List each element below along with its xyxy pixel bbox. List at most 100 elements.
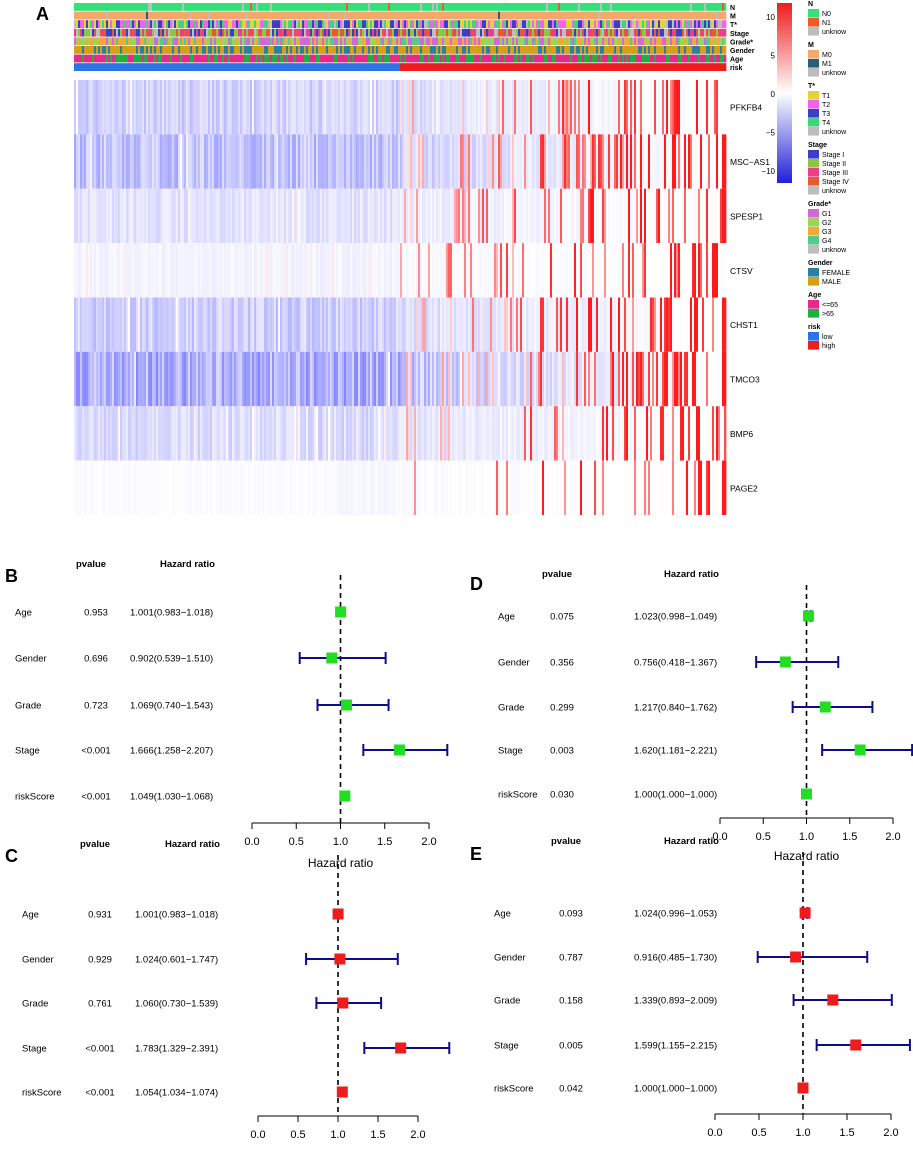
annotation-cell <box>434 54 437 63</box>
annotation-cell <box>106 28 109 37</box>
heatmap-cell <box>252 406 255 461</box>
heatmap-cell <box>302 297 305 352</box>
heatmap-cell <box>528 351 531 407</box>
annotation-cell <box>712 63 715 71</box>
annotation-cell <box>644 3 647 11</box>
heatmap-cell <box>636 80 639 135</box>
annotation-cell <box>544 11 547 20</box>
heatmap-cell <box>182 188 185 244</box>
annotation-cell <box>448 63 451 71</box>
annotation-cell <box>610 3 613 11</box>
annotation-cell <box>302 20 305 28</box>
heatmap-cell <box>348 134 351 189</box>
heatmap-cell <box>528 188 531 244</box>
heatmap-cell <box>600 80 603 135</box>
annotation-cell <box>526 54 529 63</box>
heatmap-cell <box>630 188 633 244</box>
annotation-cell <box>468 20 471 28</box>
annotation-cell <box>596 46 599 54</box>
heatmap-cell <box>190 297 193 352</box>
annotation-cell <box>512 3 515 11</box>
annotation-cell <box>382 20 385 28</box>
annotation-cell <box>318 37 321 46</box>
heatmap-cell <box>552 297 555 352</box>
heatmap-cell <box>204 134 207 189</box>
annotation-cell <box>600 63 603 71</box>
annotation-cell <box>642 11 645 20</box>
heatmap-cell <box>106 134 109 189</box>
annotation-cell <box>442 20 445 28</box>
annotation-cell <box>482 63 485 71</box>
heatmap-cell <box>468 188 471 244</box>
annotation-cell <box>592 54 595 63</box>
heatmap-cell <box>544 134 547 189</box>
heatmap-cell <box>446 351 449 407</box>
annotation-cell <box>112 37 115 46</box>
annotation-cell <box>688 63 691 71</box>
heatmap-cell <box>650 80 653 135</box>
heatmap-cell <box>582 351 585 407</box>
heatmap-cell <box>138 297 141 352</box>
heatmap-cell <box>648 297 651 352</box>
heatmap-cell <box>354 188 357 244</box>
heatmap-cell <box>652 406 655 461</box>
annotation-cell <box>614 54 617 63</box>
annotation-cell <box>500 20 503 28</box>
heatmap-cell <box>434 351 437 407</box>
annotation-cell <box>300 46 303 54</box>
heatmap-cell <box>310 351 313 407</box>
heatmap-cell <box>716 351 719 407</box>
heatmap-cell <box>128 188 131 244</box>
heatmap-cell <box>188 351 191 407</box>
heatmap-cell <box>302 406 305 461</box>
annotation-cell <box>110 3 113 11</box>
annotation-cell <box>672 11 675 20</box>
annotation-cell <box>158 20 161 28</box>
heatmap-cell <box>182 351 185 407</box>
heatmap-cell <box>336 243 339 298</box>
heatmap-cell <box>680 188 683 244</box>
heatmap-cell <box>354 351 357 407</box>
heatmap-cell <box>104 188 107 244</box>
heatmap-cell <box>146 134 149 189</box>
heatmap-cell <box>490 406 493 461</box>
heatmap-cell <box>546 351 549 407</box>
heatmap-cell <box>142 297 145 352</box>
heatmap-cell <box>384 297 387 352</box>
heatmap-cell <box>376 406 379 461</box>
annotation-cell <box>690 20 693 28</box>
heatmap-cell <box>144 80 147 135</box>
heatmap-cell <box>216 80 219 135</box>
heatmap-cell <box>326 80 329 135</box>
annotation-cell <box>646 46 649 54</box>
heatmap-cell <box>220 351 223 407</box>
annotation-cell <box>510 46 513 54</box>
annotation-cell <box>256 54 259 63</box>
annotation-cell <box>492 46 495 54</box>
annotation-cell <box>416 46 419 54</box>
annotation-cell <box>80 37 83 46</box>
heatmap-cell <box>286 134 289 189</box>
annotation-cell <box>650 11 653 20</box>
heatmap-cell <box>580 80 583 135</box>
heatmap-cell <box>206 134 209 189</box>
heatmap-cell <box>170 134 173 189</box>
annotation-cell <box>502 28 505 37</box>
annotation-cell <box>332 28 335 37</box>
annotation-cell <box>392 28 395 37</box>
annotation-cell <box>564 3 567 11</box>
annotation-cell <box>422 54 425 63</box>
heatmap-cell <box>124 188 127 244</box>
heatmap-cell <box>440 297 443 352</box>
annotation-cell <box>650 54 653 63</box>
heatmap-cell <box>644 297 647 352</box>
annotation-cell <box>634 46 637 54</box>
heatmap-cell <box>594 80 597 135</box>
annotation-cell <box>204 37 207 46</box>
heatmap-cell <box>122 406 125 461</box>
heatmap-cell <box>166 460 169 515</box>
heatmap-cell <box>716 406 719 461</box>
heatmap-cell <box>560 297 563 352</box>
heatmap-cell <box>122 351 125 407</box>
annotation-cell <box>120 28 123 37</box>
